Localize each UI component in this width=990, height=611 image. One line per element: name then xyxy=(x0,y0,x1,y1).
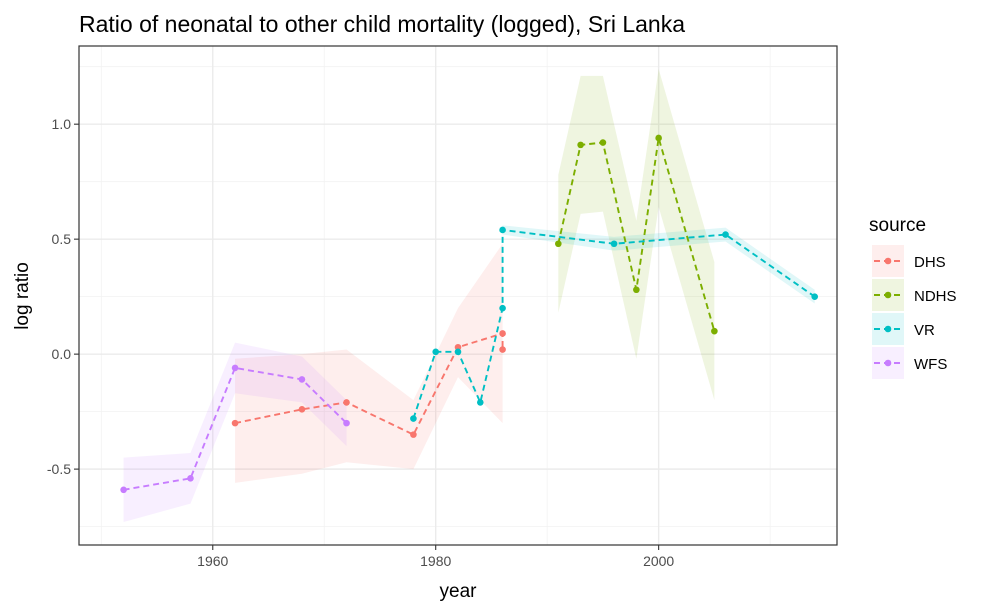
point-dhs xyxy=(499,330,506,337)
plot-panel xyxy=(79,46,837,545)
line-wfs xyxy=(123,366,348,491)
point-dhs xyxy=(298,406,306,413)
point-vr xyxy=(722,231,729,238)
legend-point-ndhs xyxy=(884,291,892,299)
point-ndhs xyxy=(555,240,562,248)
legend: source DHS NDHS VR WFS xyxy=(869,215,957,379)
point-dhs xyxy=(410,431,417,438)
point-ndhs xyxy=(655,134,662,142)
legend-point-wfs xyxy=(884,359,892,367)
point-wfs xyxy=(187,475,194,482)
point-vr xyxy=(454,348,462,356)
point-dhs xyxy=(343,399,350,406)
point-vr xyxy=(811,293,819,300)
y-tick-label: 0.0 xyxy=(52,346,72,362)
point-dhs xyxy=(454,343,462,351)
point-dhs xyxy=(499,346,506,353)
point-ndhs xyxy=(711,327,718,335)
point-dhs xyxy=(231,419,239,427)
point-wfs xyxy=(298,376,306,383)
legend-label-vr: VR xyxy=(914,322,935,339)
point-ndhs xyxy=(633,286,640,294)
y-axis-title: log ratio xyxy=(12,262,33,330)
legend-label-wfs: WFS xyxy=(914,356,947,373)
ribbons xyxy=(123,68,815,523)
x-tick-label: 1980 xyxy=(420,553,451,569)
legend-point-vr xyxy=(884,325,892,333)
axes: 1960 1980 2000 -0.5 0.0 0.5 1.0 xyxy=(47,116,675,569)
point-wfs xyxy=(120,486,127,494)
x-tick-label: 1960 xyxy=(197,553,228,569)
legend-title: source xyxy=(869,215,926,236)
chart-title: Ratio of neonatal to other child mortali… xyxy=(79,11,685,37)
point-vr xyxy=(432,348,440,356)
point-vr xyxy=(610,240,618,248)
point-vr xyxy=(499,226,506,234)
x-tick-label: 2000 xyxy=(643,553,674,569)
legend-point-dhs xyxy=(884,257,892,265)
point-vr xyxy=(410,415,417,422)
series-points xyxy=(120,134,819,494)
point-ndhs xyxy=(599,139,607,146)
point-ndhs xyxy=(577,141,584,149)
x-axis-title: year xyxy=(440,581,478,602)
point-vr xyxy=(476,399,484,406)
plot-border xyxy=(78,45,838,546)
legend-label-ndhs: NDHS xyxy=(914,288,957,305)
point-vr xyxy=(499,304,506,312)
line-ndhs xyxy=(557,137,716,332)
legend-label-dhs: DHS xyxy=(914,254,946,271)
y-tick-label: 1.0 xyxy=(52,116,72,132)
y-tick-label: -0.5 xyxy=(47,461,71,477)
ribbon-dhs xyxy=(235,243,503,483)
ribbon-ndhs xyxy=(558,68,715,401)
ribbon-wfs xyxy=(123,342,347,523)
y-tick-label: 0.5 xyxy=(52,231,72,247)
point-wfs xyxy=(231,364,239,372)
point-wfs xyxy=(343,419,350,427)
